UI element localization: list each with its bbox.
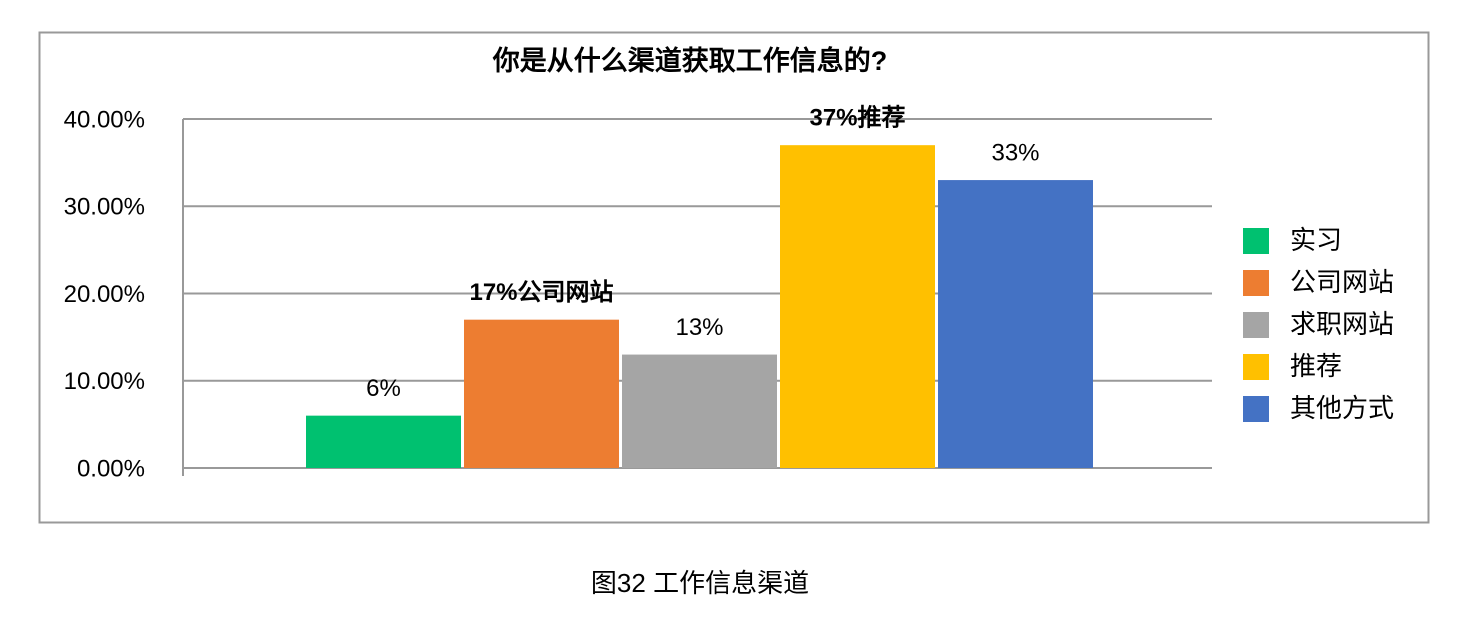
legend-label: 其他方式 xyxy=(1290,393,1394,423)
legend-swatch xyxy=(1243,312,1269,338)
legend-label: 推荐 xyxy=(1290,351,1342,381)
chart-title: 你是从什么渠道获取工作信息的? xyxy=(492,45,888,76)
caption: 图32 工作信息渠道 xyxy=(591,568,809,598)
y-tick-label: 20.00% xyxy=(64,281,145,308)
y-tick-label: 0.00% xyxy=(77,455,145,482)
legend-swatch xyxy=(1243,354,1269,380)
legend-swatch xyxy=(1243,228,1269,254)
bar xyxy=(306,415,461,468)
legend-swatch xyxy=(1243,270,1269,296)
legend-label: 公司网站 xyxy=(1290,267,1394,297)
legend-label: 实习 xyxy=(1290,225,1342,255)
bar xyxy=(464,319,619,468)
data-label: 17%公司网站 xyxy=(469,279,613,306)
bar xyxy=(622,354,777,468)
data-label: 13% xyxy=(675,314,723,341)
y-tick-label: 10.00% xyxy=(64,368,145,395)
legend-label: 求职网站 xyxy=(1290,309,1394,339)
data-label: 37%推荐 xyxy=(809,105,905,132)
legend-swatch xyxy=(1243,396,1269,422)
data-label: 33% xyxy=(991,139,1039,166)
bar xyxy=(780,145,935,469)
data-label: 6% xyxy=(366,375,401,402)
bar xyxy=(938,180,1093,468)
y-tick-label: 40.00% xyxy=(64,106,145,133)
y-tick-label: 30.00% xyxy=(64,194,145,221)
